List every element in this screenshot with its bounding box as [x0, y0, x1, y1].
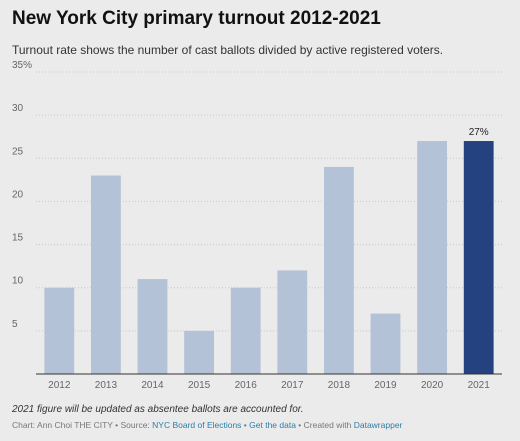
x-tick-label: 2019: [374, 380, 397, 391]
bar: [277, 270, 308, 374]
data-label: 27%: [469, 127, 489, 138]
x-tick-label: 2016: [235, 380, 258, 391]
bar: [44, 287, 75, 374]
x-tick-label: 2012: [48, 380, 71, 391]
y-tick-label: 10: [12, 276, 24, 287]
bar: [184, 330, 215, 374]
bar: [417, 141, 448, 374]
x-tick-label: 2020: [421, 380, 444, 391]
chart-subtitle: Turnout rate shows the number of cast ba…: [12, 43, 444, 57]
bar: [463, 141, 494, 374]
credit-separator: •: [241, 420, 250, 430]
credit-line: Chart: Ann Choi THE CITY • Source: NYC B…: [12, 420, 402, 430]
get-data-link[interactable]: Get the data: [249, 420, 296, 430]
x-tick-label: 2015: [188, 380, 211, 391]
x-tick-label: 2021: [468, 380, 491, 391]
x-tick-label: 2018: [328, 380, 351, 391]
footnote: 2021 figure will be updated as absentee …: [12, 404, 304, 415]
created-with-text: • Created with: [295, 420, 354, 430]
bar: [323, 166, 354, 374]
chart-title: New York City primary turnout 2012-2021: [12, 8, 381, 29]
y-tick-label: 15: [12, 233, 24, 244]
y-tick-label: 20: [12, 189, 24, 200]
y-tick-label: 5: [12, 319, 18, 330]
bar: [90, 175, 121, 374]
y-tick-label: 30: [12, 103, 24, 114]
bar: [370, 313, 401, 374]
x-tick-label: 2013: [95, 380, 118, 391]
x-tick-label: 2017: [281, 380, 304, 391]
datawrapper-link[interactable]: Datawrapper: [353, 420, 403, 430]
credit-prefix: Chart: Ann Choi THE CITY • Source:: [12, 420, 153, 430]
y-tick-label: 35%: [12, 60, 32, 71]
bar-chart: 5 10 15 20 25 30 35% 2012 2013 2014 2015 2016 2017 20…: [12, 60, 502, 391]
x-tick-label: 2014: [141, 380, 164, 391]
bar: [137, 279, 168, 374]
bar: [230, 287, 261, 374]
source-link[interactable]: NYC Board of Elections: [152, 420, 242, 430]
y-tick-label: 25: [12, 146, 24, 157]
